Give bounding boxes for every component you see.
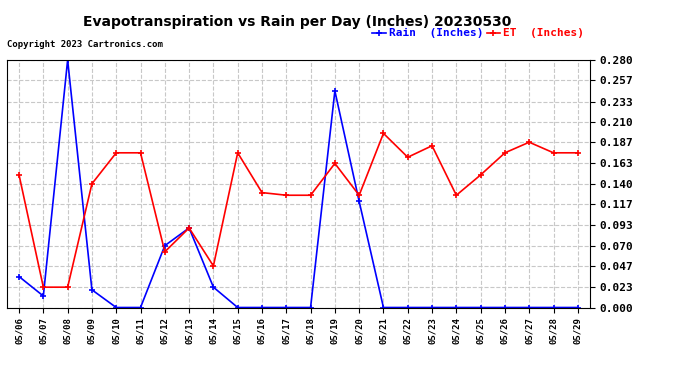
Rain  (Inches) <box>137 305 145 310</box>
Rain  (Inches) <box>380 305 388 310</box>
ET  (Inches) <box>161 250 169 254</box>
Rain  (Inches) <box>39 294 48 298</box>
ET  (Inches) <box>404 155 412 159</box>
Rain  (Inches) <box>477 305 485 310</box>
Rain  (Inches) <box>112 305 120 310</box>
Rain  (Inches) <box>452 305 460 310</box>
ET  (Inches) <box>549 150 558 155</box>
ET  (Inches) <box>112 150 120 155</box>
Rain  (Inches) <box>88 288 96 292</box>
Legend: Rain  (Inches), ET  (Inches): Rain (Inches), ET (Inches) <box>372 28 584 39</box>
Rain  (Inches) <box>63 58 72 62</box>
ET  (Inches) <box>258 190 266 195</box>
ET  (Inches) <box>185 226 193 230</box>
Text: Copyright 2023 Cartronics.com: Copyright 2023 Cartronics.com <box>7 40 163 49</box>
Rain  (Inches) <box>161 243 169 248</box>
Line: ET  (Inches): ET (Inches) <box>16 130 581 291</box>
ET  (Inches) <box>233 150 242 155</box>
ET  (Inches) <box>209 264 217 268</box>
Rain  (Inches) <box>355 199 364 204</box>
ET  (Inches) <box>306 193 315 198</box>
ET  (Inches) <box>331 161 339 166</box>
ET  (Inches) <box>452 193 460 198</box>
ET  (Inches) <box>501 150 509 155</box>
ET  (Inches) <box>137 150 145 155</box>
Text: Evapotranspiration vs Rain per Day (Inches) 20230530: Evapotranspiration vs Rain per Day (Inch… <box>83 15 511 29</box>
ET  (Inches) <box>380 131 388 136</box>
ET  (Inches) <box>573 150 582 155</box>
Rain  (Inches) <box>501 305 509 310</box>
ET  (Inches) <box>525 140 533 144</box>
Rain  (Inches) <box>404 305 412 310</box>
Rain  (Inches) <box>549 305 558 310</box>
ET  (Inches) <box>282 193 290 198</box>
Rain  (Inches) <box>15 274 23 279</box>
ET  (Inches) <box>63 285 72 290</box>
Line: Rain  (Inches): Rain (Inches) <box>16 57 581 311</box>
Rain  (Inches) <box>428 305 436 310</box>
ET  (Inches) <box>477 172 485 177</box>
ET  (Inches) <box>88 182 96 186</box>
Rain  (Inches) <box>185 226 193 230</box>
Rain  (Inches) <box>331 89 339 93</box>
Rain  (Inches) <box>209 285 217 290</box>
Rain  (Inches) <box>573 305 582 310</box>
Rain  (Inches) <box>306 305 315 310</box>
Rain  (Inches) <box>525 305 533 310</box>
Rain  (Inches) <box>282 305 290 310</box>
Rain  (Inches) <box>258 305 266 310</box>
ET  (Inches) <box>39 285 48 290</box>
Rain  (Inches) <box>233 305 242 310</box>
ET  (Inches) <box>428 144 436 148</box>
ET  (Inches) <box>355 193 364 198</box>
ET  (Inches) <box>15 172 23 177</box>
